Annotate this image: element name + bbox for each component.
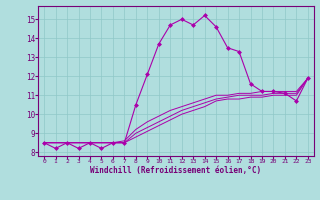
X-axis label: Windchill (Refroidissement éolien,°C): Windchill (Refroidissement éolien,°C) bbox=[91, 166, 261, 175]
